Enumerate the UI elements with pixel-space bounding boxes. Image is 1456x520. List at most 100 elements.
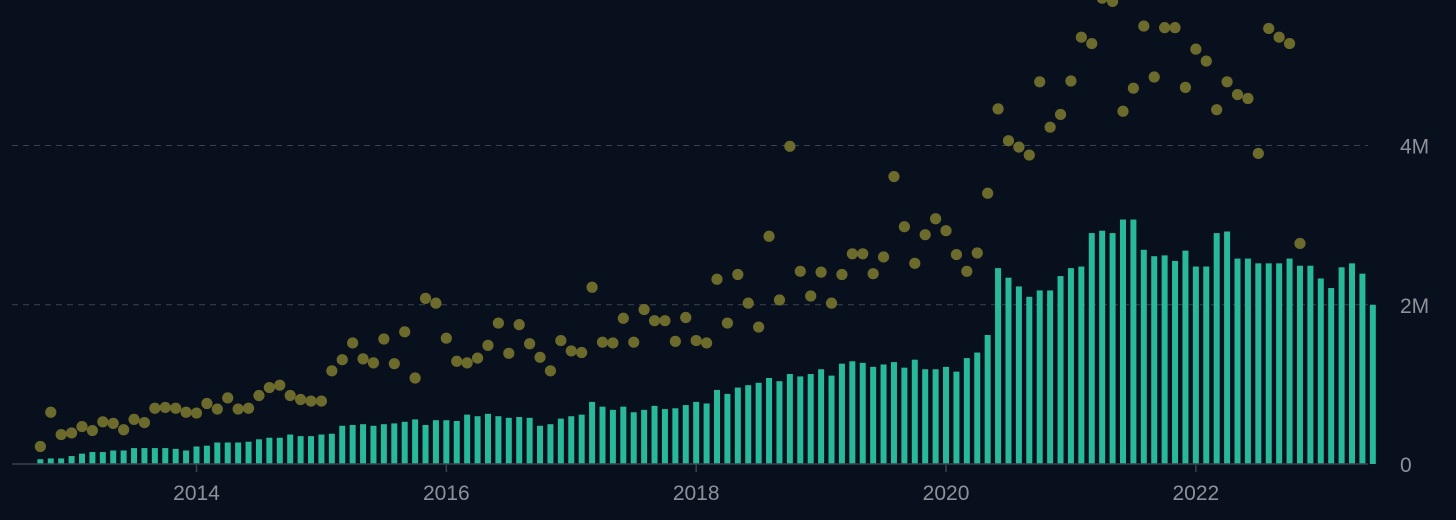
bar [1296, 265, 1303, 464]
scatter-point [940, 225, 952, 237]
scatter-point [617, 312, 629, 324]
scatter-point [732, 268, 744, 281]
scatter-point [1044, 121, 1056, 133]
scatter-point [669, 335, 681, 347]
scatter-point [419, 292, 432, 304]
scatter-point [659, 315, 671, 327]
scatter-point [898, 221, 910, 233]
scatter-point [1138, 20, 1150, 32]
bar [1140, 249, 1147, 464]
scatter-point [118, 424, 130, 436]
scatter-point [544, 365, 557, 377]
bar [1109, 233, 1116, 464]
bar [714, 389, 720, 464]
bar [412, 419, 419, 464]
scatter-point [65, 427, 78, 439]
scatter-point [1179, 81, 1192, 93]
scatter-point [1273, 31, 1285, 43]
y-tick-label: 2M [1400, 295, 1429, 318]
scatter-point [1242, 92, 1254, 105]
bar [78, 453, 85, 464]
scatter-point [451, 355, 463, 367]
bar [1213, 233, 1220, 464]
bar [276, 437, 283, 464]
scatter-point [86, 424, 98, 437]
scatter-point [430, 297, 442, 309]
scatter-point [982, 187, 994, 199]
scatter-point [763, 230, 775, 242]
scatter-point [471, 352, 484, 364]
scatter-point [596, 336, 609, 348]
bar [724, 393, 731, 464]
scatter-point [232, 403, 244, 415]
bar [578, 414, 585, 464]
scatter-point [950, 248, 963, 261]
scatter-point [1075, 31, 1087, 43]
bar [703, 403, 710, 464]
scatter-point [857, 248, 869, 260]
bar [484, 413, 491, 464]
scatter-point [1263, 22, 1275, 35]
y-tick-label: 4M [1400, 136, 1429, 159]
bar [339, 425, 346, 464]
bar [1359, 273, 1366, 464]
scatter-point [388, 358, 400, 370]
scatter-point [1096, 0, 1108, 4]
scatter-point [440, 332, 452, 344]
bar [609, 409, 616, 464]
scatter-point [700, 337, 713, 349]
scatter-point [1200, 55, 1212, 67]
scatter-point [347, 337, 359, 349]
scatter-point [971, 247, 983, 259]
scatter-point [1106, 0, 1119, 7]
bar [432, 420, 439, 464]
y-tick-label: 0 [1400, 454, 1412, 477]
scatter-point [919, 229, 931, 241]
scatter-point [1159, 22, 1171, 34]
axes: 0 2M 4M 2014 2016 2018 2020 2022 [12, 136, 1429, 505]
bar [1005, 277, 1012, 464]
bar [401, 421, 408, 464]
scatter-point [357, 353, 369, 365]
bar [786, 374, 793, 464]
bar [1099, 230, 1106, 464]
bar [162, 448, 169, 464]
bar [297, 436, 304, 464]
scatter-point [628, 336, 640, 348]
bar [131, 448, 138, 464]
scatter-point [638, 303, 650, 316]
scatter-point [524, 338, 536, 350]
bar [370, 425, 377, 464]
bar [661, 409, 668, 464]
scatter-point [1054, 108, 1067, 121]
bar [838, 363, 845, 464]
bar [245, 441, 252, 464]
scatter-point [97, 416, 109, 428]
bar [880, 364, 887, 464]
scatter-point [711, 273, 723, 285]
scatter-point [690, 334, 702, 347]
bar [911, 359, 918, 464]
scatter-point [201, 397, 213, 410]
scatter-point [336, 354, 348, 366]
scatter-point [253, 389, 265, 402]
scatter-point [1086, 37, 1098, 50]
bar [745, 385, 752, 464]
scatter-point [836, 268, 848, 281]
scatter-point [888, 170, 900, 183]
bar [235, 442, 242, 464]
scatter-point [399, 326, 411, 338]
bar [1203, 266, 1210, 464]
bar [214, 442, 221, 464]
bar [901, 367, 908, 464]
scatter-point [648, 315, 661, 327]
scatter-point [1211, 104, 1223, 116]
bar [1161, 255, 1168, 464]
scatter-point [607, 337, 619, 349]
bar [516, 417, 523, 464]
bar [203, 445, 210, 464]
bar [859, 362, 866, 464]
bar [526, 417, 533, 464]
scatter-point [1283, 37, 1296, 50]
bar [1286, 258, 1293, 464]
